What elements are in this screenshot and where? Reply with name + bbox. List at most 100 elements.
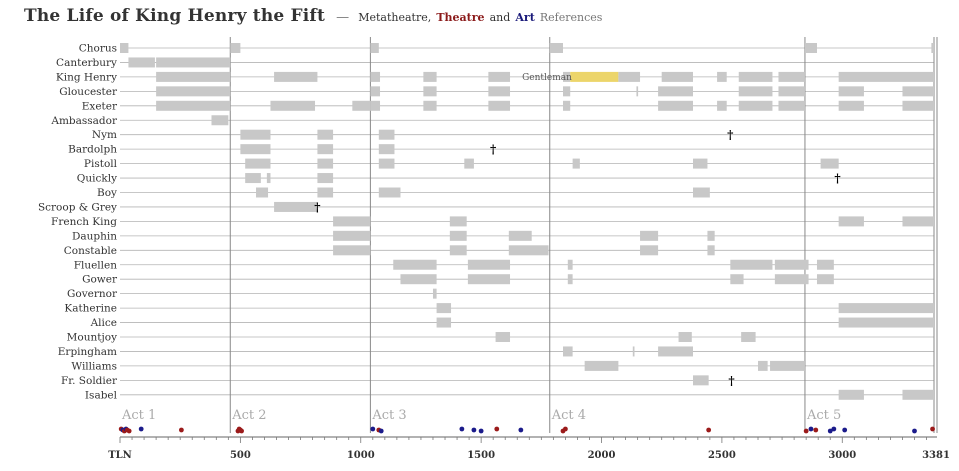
character-label: French King [51,216,117,228]
presence-bar [738,86,773,97]
presence-bar [464,158,474,169]
subtitle-and: and [489,11,511,24]
presence-bar [640,245,659,256]
presence-bar [333,230,371,241]
presence-bar [804,43,817,53]
presence-bar [333,245,371,256]
character-label: Chorus [79,43,117,55]
presence-bar [436,317,452,328]
x-tick-label: 1500 [467,450,495,461]
presence-bar [661,71,694,82]
presence-bar [838,216,864,227]
presence-bar [488,86,511,97]
presence-bar [902,389,934,400]
character-label: Quickly [77,173,117,185]
presence-bar [730,259,773,270]
character-label: Fluellen [74,259,118,271]
presence-bar [449,230,467,241]
presence-bar [902,216,934,227]
presence-bar [317,129,334,140]
act-label: Act 4 [551,408,586,423]
theatre-reference-dot [178,427,184,433]
presence-bar [156,57,231,68]
presence-bar [774,274,809,285]
presence-bar [378,144,395,155]
theatre-reference-dot [563,426,568,432]
presence-bar [562,86,571,97]
presence-bar [640,230,659,241]
x-axis-label: TLN [108,450,132,461]
character-label: Bardolph [68,144,117,156]
presence-bar [584,360,619,371]
character-label: Erpingham [58,346,117,358]
presence-bar [562,100,571,111]
x-tick-label: 3000 [828,450,856,461]
presence-bar [317,144,334,155]
presence-bar [128,57,155,68]
presence-bar [256,187,269,198]
presence-bar [508,245,549,256]
presence-bar [370,100,381,111]
highlight-bar [570,71,619,82]
presence-bar [495,332,511,342]
presence-bar [240,144,271,155]
presence-bar [778,100,805,111]
presence-bar [693,158,708,169]
theatre-reference-dot [930,426,935,432]
presence-bar [449,245,467,256]
x-tick-label: 500 [230,450,251,461]
presence-bar [717,71,727,82]
presence-bar [274,71,318,82]
presence-bar [562,346,573,357]
character-label: Scroop & Grey [38,201,117,213]
character-label: Fr. Soldier [61,375,118,387]
theatre-reference-dot [494,426,500,432]
art-reference-dot [378,428,384,434]
presence-bar [423,71,437,82]
art-reference-dot [808,426,814,432]
presence-bar [707,245,715,256]
presence-bar [838,86,864,97]
presence-bar [678,332,692,342]
presence-bar [488,100,511,111]
presence-bar [774,259,809,270]
presence-bar [658,346,694,357]
presence-bar [741,332,756,342]
presence-bar [707,230,715,241]
character-label: Williams [71,360,117,372]
presence-bar [658,86,694,97]
annotation-label: Gentleman [522,73,572,83]
presence-bar [245,173,261,184]
art-reference-dot [831,426,837,432]
art-reference-dot [518,427,524,433]
theatre-reference-dot [813,427,819,433]
presence-bar [693,187,710,198]
presence-bar [370,43,379,53]
presence-bar [658,100,694,111]
chart-title: The Life of King Henry the Fift [24,6,326,26]
presence-bar [778,71,805,82]
presence-bar [549,43,563,53]
presence-bar [738,71,773,82]
act-label: Act 1 [121,408,156,423]
x-end-label: 3381 [922,450,950,461]
presence-bar [838,317,934,328]
character-label: Ambassador [50,115,118,127]
presence-bar [230,43,241,53]
act-label: Act 5 [806,408,841,423]
theatre-reference-dot [706,427,712,433]
presence-bar [838,71,934,82]
presence-bar [449,216,467,227]
presence-bar [562,71,571,82]
theatre-reference-dot [239,428,244,434]
theatre-reference-dot [803,428,809,434]
title-separator: — [336,10,350,25]
presence-bar [266,173,271,184]
presence-bar [567,274,573,285]
subtitle-theatre: Theatre [436,11,485,24]
death-marker: † [728,374,734,388]
subtitle-metatheatre: Metatheatre, [358,11,432,24]
presence-bar [436,303,452,314]
character-label: Alice [90,317,117,329]
